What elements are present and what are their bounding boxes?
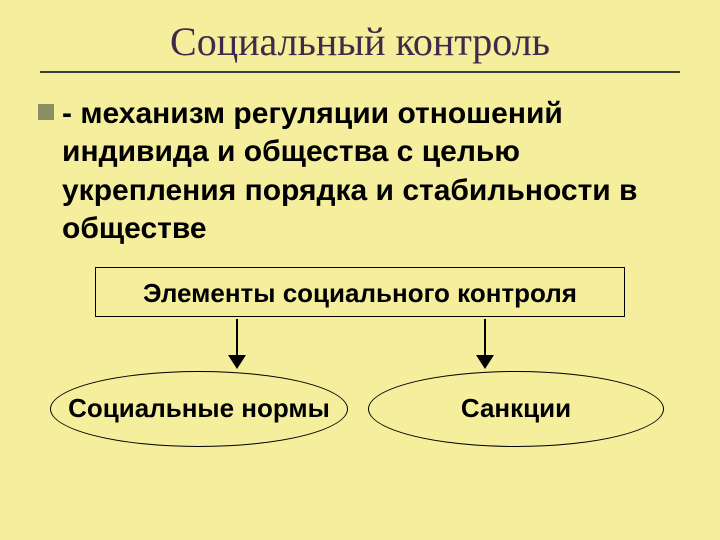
elements-box: Элементы социального контроля	[95, 267, 625, 317]
title-underline	[40, 71, 680, 73]
diagram: Элементы социального контроля Социальные…	[38, 267, 682, 497]
arrow-down-right-icon	[476, 319, 494, 369]
square-bullet-icon	[38, 104, 54, 120]
slide: Социальный контроль - механизм регуляции…	[0, 0, 720, 540]
arrow-head	[228, 355, 246, 369]
arrow-shaft	[484, 319, 486, 355]
title-area: Социальный контроль	[0, 0, 720, 81]
slide-title: Социальный контроль	[0, 18, 720, 65]
ellipse-sanctions: Санкции	[368, 371, 664, 447]
definition-text: - механизм регуляции отношений индивида …	[62, 95, 682, 249]
definition-row: - механизм регуляции отношений индивида …	[38, 95, 682, 249]
arrow-head	[476, 355, 494, 369]
body-area: - механизм регуляции отношений индивида …	[0, 81, 720, 497]
ellipse-social-norms: Социальные нормы	[50, 371, 348, 447]
arrow-shaft	[236, 319, 238, 355]
arrow-down-left-icon	[228, 319, 246, 369]
